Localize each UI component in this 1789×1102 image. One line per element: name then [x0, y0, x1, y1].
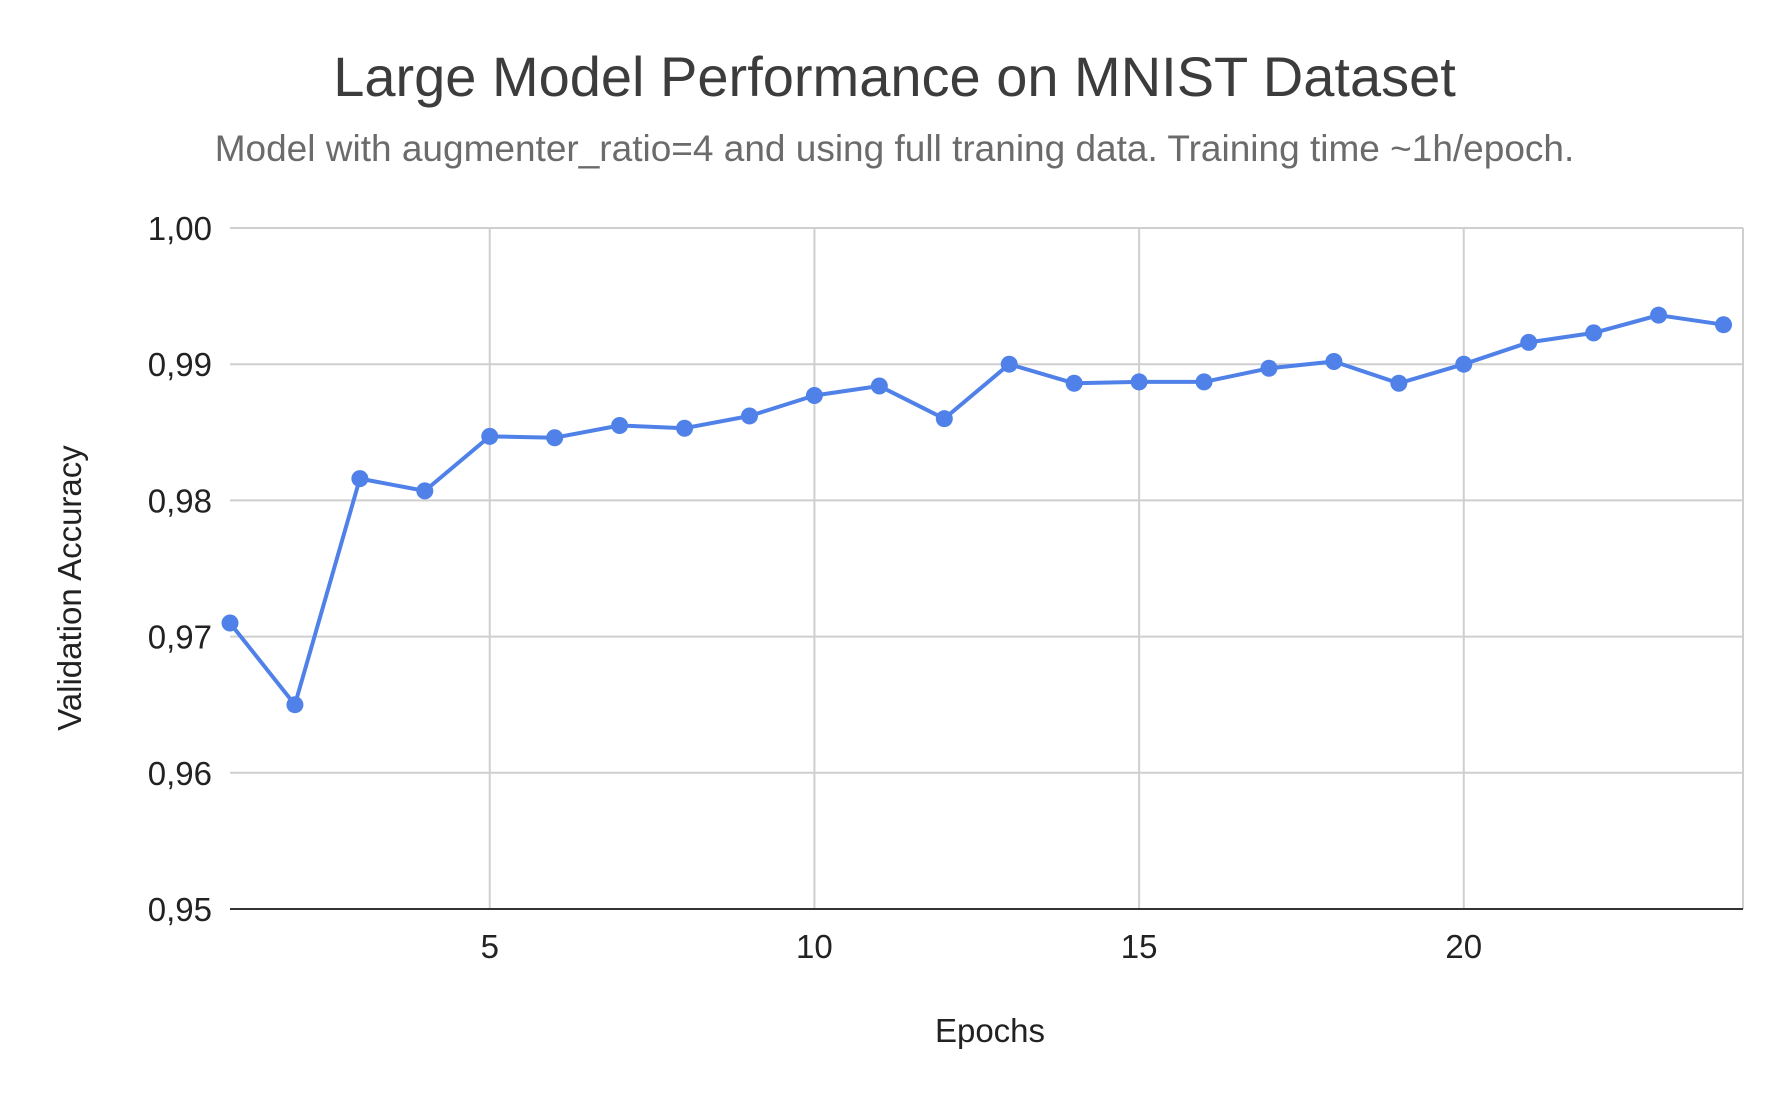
gridlines: [230, 227, 1744, 909]
y-tick-label: 1,00: [148, 210, 212, 247]
data-point: [935, 410, 953, 428]
data-point: [1455, 355, 1473, 373]
y-tick-label: 0,97: [148, 619, 212, 656]
data-point: [1390, 374, 1408, 392]
data-point: [740, 407, 758, 425]
series-group: [221, 306, 1733, 714]
data-point: [1195, 373, 1213, 391]
y-tick-label: 0,95: [148, 891, 212, 928]
data-point: [805, 387, 823, 405]
chart-subtitle: Model with augmenter_ratio=4 and using f…: [214, 128, 1575, 169]
data-point: [1585, 324, 1603, 342]
x-tick-label: 10: [796, 928, 833, 965]
data-point: [416, 482, 434, 500]
data-point: [611, 416, 629, 434]
y-tick-label: 0,96: [148, 755, 212, 792]
y-tick-label: 0,98: [148, 482, 212, 519]
x-axis-label: Epochs: [934, 1012, 1046, 1049]
data-point: [1000, 355, 1018, 373]
data-point: [1520, 333, 1538, 351]
x-tick-label: 20: [1445, 928, 1482, 965]
data-point: [1065, 374, 1083, 392]
data-point: [1715, 316, 1733, 334]
data-point: [1325, 352, 1343, 370]
data-point: [1260, 359, 1278, 377]
data-point: [481, 427, 499, 445]
y-axis-label: Validation Accuracy: [51, 445, 88, 731]
series-line: [228, 313, 1726, 707]
data-point: [1130, 373, 1148, 391]
data-point: [1650, 306, 1668, 324]
x-tick-label: 5: [481, 928, 499, 965]
x-tick-label: 15: [1121, 928, 1158, 965]
data-point: [870, 377, 888, 395]
data-point: [676, 419, 694, 437]
data-point: [351, 470, 369, 488]
data-point: [221, 614, 239, 632]
tick-labels: 0,95 0,96 0,97 0,98 0,99 1,00 5 10 15 20: [148, 210, 1482, 965]
data-point: [286, 696, 304, 714]
y-tick-label: 0,99: [148, 346, 212, 383]
chart-title: Large Model Performance on MNIST Dataset: [333, 45, 1456, 108]
data-point: [546, 429, 564, 447]
